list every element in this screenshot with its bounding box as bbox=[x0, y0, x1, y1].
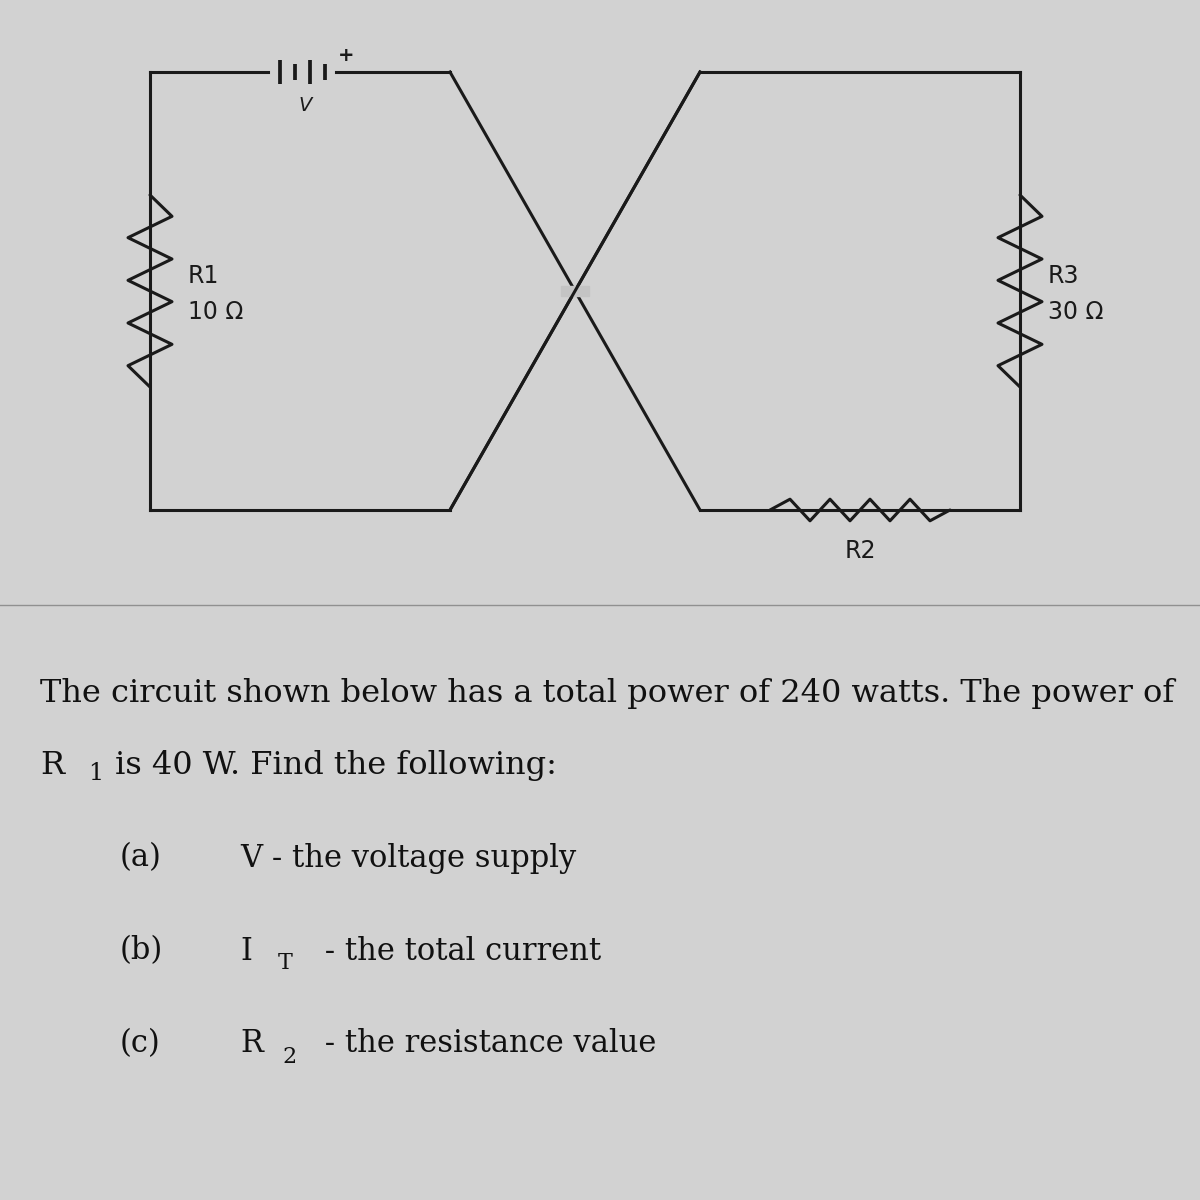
Text: R3: R3 bbox=[1048, 264, 1080, 288]
Text: T: T bbox=[278, 952, 293, 974]
Text: 10 Ω: 10 Ω bbox=[188, 300, 244, 324]
Text: (a): (a) bbox=[120, 842, 162, 874]
Text: 30 Ω: 30 Ω bbox=[1048, 300, 1104, 324]
Text: is 40 W. Find the following:: is 40 W. Find the following: bbox=[106, 750, 557, 781]
Bar bbox=[560, 286, 589, 296]
Text: I: I bbox=[240, 936, 252, 966]
Text: 2: 2 bbox=[282, 1046, 296, 1068]
Text: R2: R2 bbox=[845, 539, 876, 563]
Text: (c): (c) bbox=[120, 1028, 161, 1060]
Text: +: + bbox=[338, 46, 354, 65]
Text: (b): (b) bbox=[120, 936, 163, 966]
Text: V: V bbox=[299, 96, 312, 115]
Text: 1: 1 bbox=[88, 762, 103, 785]
Text: R: R bbox=[240, 1028, 263, 1060]
Text: R1: R1 bbox=[188, 264, 220, 288]
Text: The circuit shown below has a total power of 240 watts. The power of: The circuit shown below has a total powe… bbox=[40, 678, 1175, 709]
Text: R: R bbox=[40, 750, 64, 781]
Text: V - the voltage supply: V - the voltage supply bbox=[240, 842, 576, 874]
Text: - the resistance value: - the resistance value bbox=[314, 1028, 656, 1060]
Text: - the total current: - the total current bbox=[314, 936, 601, 966]
